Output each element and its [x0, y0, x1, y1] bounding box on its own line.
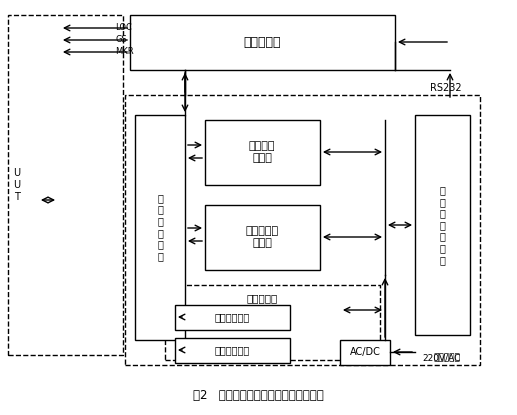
FancyBboxPatch shape	[130, 15, 395, 70]
Text: 220V/AC: 220V/AC	[422, 354, 460, 362]
FancyBboxPatch shape	[175, 305, 290, 330]
FancyBboxPatch shape	[415, 115, 470, 335]
Text: 测控子系统: 测控子系统	[433, 354, 460, 362]
Text: LOC: LOC	[115, 24, 132, 32]
Text: RS232: RS232	[430, 83, 462, 93]
Text: 端
口
适
配
电
路: 端 口 适 配 电 路	[157, 193, 163, 261]
Text: 图2   仪表着陆机载设备检测系统原理图: 图2 仪表着陆机载设备检测系统原理图	[193, 388, 323, 401]
FancyBboxPatch shape	[205, 120, 320, 185]
Text: 工
业
控
制
计
算
机: 工 业 控 制 计 算 机	[439, 185, 445, 265]
Text: AC/DC: AC/DC	[349, 347, 381, 357]
Text: 综合保障卡: 综合保障卡	[247, 293, 278, 303]
FancyBboxPatch shape	[340, 340, 390, 365]
Text: 信号模拟器: 信号模拟器	[244, 36, 281, 49]
Text: 多功能数据
采集卡: 多功能数据 采集卡	[246, 226, 279, 248]
Text: 通讯总线
驱动卡: 通讯总线 驱动卡	[249, 141, 275, 163]
Text: MKR: MKR	[115, 47, 133, 56]
Text: GS: GS	[115, 36, 127, 44]
FancyBboxPatch shape	[175, 338, 290, 363]
Text: 自检控制电路: 自检控制电路	[215, 312, 250, 322]
FancyBboxPatch shape	[205, 205, 320, 270]
FancyBboxPatch shape	[135, 115, 185, 340]
Text: 电源监控电路: 电源监控电路	[215, 345, 250, 355]
Text: U
U
T: U U T	[13, 168, 21, 202]
